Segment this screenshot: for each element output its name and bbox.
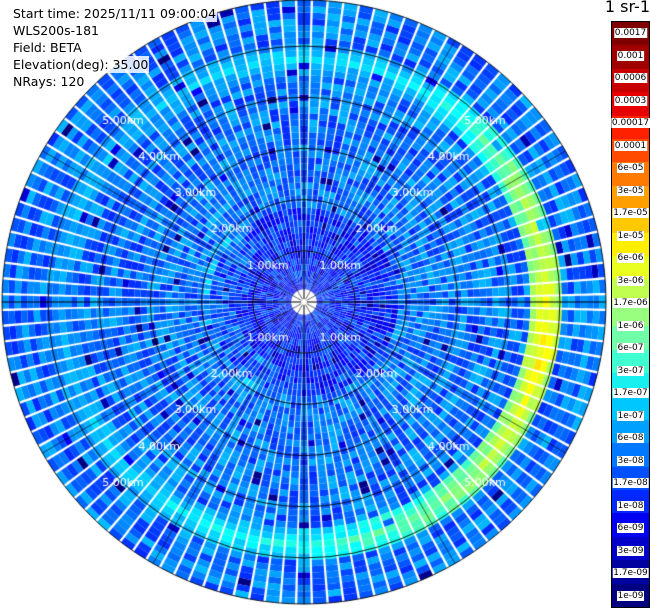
elevation-text: Elevation(deg): 35.00 [12, 56, 150, 73]
colorbar-tick-label: 1e-08 [616, 500, 645, 511]
colorbar-tick-label: 3e-08 [616, 455, 645, 466]
colorbar-tick-label: 6e-05 [616, 163, 645, 174]
colorbar-tick-label: 1.7e-08 [612, 478, 649, 489]
colorbar-tick-label: 6e-09 [616, 523, 645, 534]
colorbar-tick-label: 1.7e-07 [612, 388, 649, 399]
colorbar-tick-label: 3e-05 [616, 185, 645, 196]
colorbar-tick-label: 1e-06 [616, 320, 645, 331]
colorbar-swatch [612, 302, 649, 327]
colorbar-tick-label: 3e-06 [616, 275, 645, 286]
nrays-text: NRays: 120 [12, 73, 86, 90]
colorbar-tick-label: 1e-05 [616, 230, 645, 241]
colorbar-tick-label: 1e-07 [616, 410, 645, 421]
scan-info-panel: Start time: 2025/11/11 09:00:04 WLS200s-… [12, 5, 218, 90]
colorbar-tick-label: 0.0001 [613, 140, 648, 151]
colorbar-tick-label: 0.0003 [613, 95, 648, 106]
colorbar-tick-label: 3e-09 [616, 545, 645, 556]
colorbar-tick-label: 1.7e-05 [612, 208, 649, 219]
colorbar-tick-label: 6e-07 [616, 343, 645, 354]
field-text: Field: BETA [12, 39, 83, 56]
colorbar-tick-label: 6e-08 [616, 433, 645, 444]
colorbar-tick-label: 1e-09 [616, 591, 645, 601]
start-time-text: Start time: 2025/11/11 09:00:04 [12, 5, 218, 22]
colorbar-tick-label: 0.001 [616, 50, 645, 61]
colorbar-tick-label: 3e-07 [616, 365, 645, 376]
colorbar-tick-label: 1.7e-09 [612, 568, 649, 579]
colorbar-tick-label: 0.0017 [613, 28, 648, 38]
colorbar: 0.0017 0.001 0.0006 0.0003 0.00017 0.0001 6e-0… [610, 21, 650, 608]
colorbar-unit-text: m-1 sr-1 [606, 0, 650, 16]
colorbar-title: m-1 sr-1 [606, 0, 650, 19]
colorbar-tick-label: 0.0006 [613, 73, 648, 84]
instrument-text: WLS200s-181 [12, 22, 100, 39]
colorbar-tick-label: 6e-06 [616, 253, 645, 264]
colorbar-tick-label: 1.7e-06 [612, 298, 649, 309]
colorbar-tick-label: 0.00017 [610, 118, 650, 129]
